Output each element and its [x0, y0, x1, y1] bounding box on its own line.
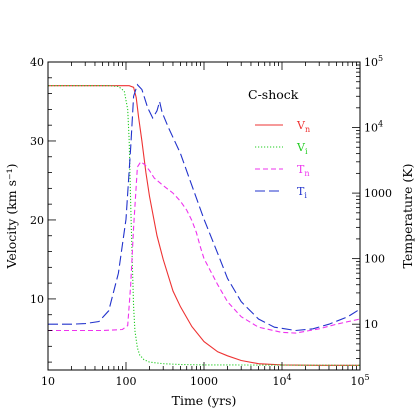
legend-items: Vn Vi Tn Ti: [255, 119, 310, 200]
ticks-layer: [47, 61, 360, 371]
x-tick-label: 100: [116, 375, 137, 388]
series-line-tn: [48, 161, 361, 334]
x-axis-title: Time (yrs): [172, 393, 237, 408]
legend-label-ti: Ti: [297, 185, 307, 200]
series-line-ti: [48, 83, 361, 332]
y-right-tick-label: 100: [364, 253, 385, 266]
legend-label-vi: Vi: [296, 141, 308, 156]
y-left-axis-title: Velocity (km s⁻¹): [4, 163, 19, 269]
tick-labels-layer: 10 100 1000 104 105 10 20 30 40 10 100 1000 104 105: [30, 54, 392, 388]
y-left-tick-label: 20: [30, 214, 44, 227]
y-left-tick-label: 40: [30, 56, 44, 69]
plot-frame: [47, 61, 361, 371]
x-tick-label: 105: [350, 373, 369, 388]
y-left-tick-label: 30: [30, 135, 44, 148]
curves-layer: [48, 83, 361, 366]
x-tick-label: 1000: [190, 375, 218, 388]
x-tick-label: 104: [272, 373, 291, 388]
y-right-tick-label: 104: [364, 120, 383, 135]
legend-title: C-shock: [248, 87, 299, 102]
legend-label-tn: Tn: [297, 163, 310, 178]
y-right-axis-title: Temperature (K): [400, 164, 415, 269]
legend: C-shock Vn Vi Tn Ti: [248, 87, 310, 200]
series-line-vn: [48, 85, 360, 366]
y-left-tick-label: 10: [30, 293, 44, 306]
y-right-tick-label: 1000: [364, 187, 392, 200]
y-right-tick-label: 10: [364, 318, 378, 331]
x-tick-label: 10: [41, 375, 55, 388]
legend-label-vn: Vn: [296, 119, 310, 134]
series-line-vi: [48, 85, 361, 366]
y-right-tick-label: 105: [364, 54, 383, 69]
